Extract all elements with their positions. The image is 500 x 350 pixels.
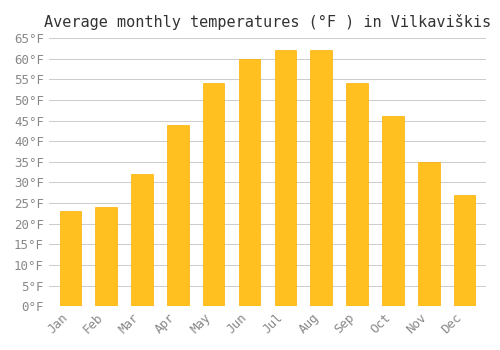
Bar: [310, 50, 332, 306]
Bar: [167, 125, 188, 306]
Bar: [382, 117, 404, 306]
Bar: [274, 50, 296, 306]
Bar: [454, 195, 475, 306]
Bar: [346, 83, 368, 306]
Bar: [96, 207, 117, 306]
Bar: [131, 174, 152, 306]
Bar: [203, 83, 224, 306]
Title: Average monthly temperatures (°F ) in Vilkaviškis: Average monthly temperatures (°F ) in Vi…: [44, 14, 491, 30]
Bar: [60, 211, 81, 306]
Bar: [418, 162, 440, 306]
Bar: [239, 59, 260, 306]
